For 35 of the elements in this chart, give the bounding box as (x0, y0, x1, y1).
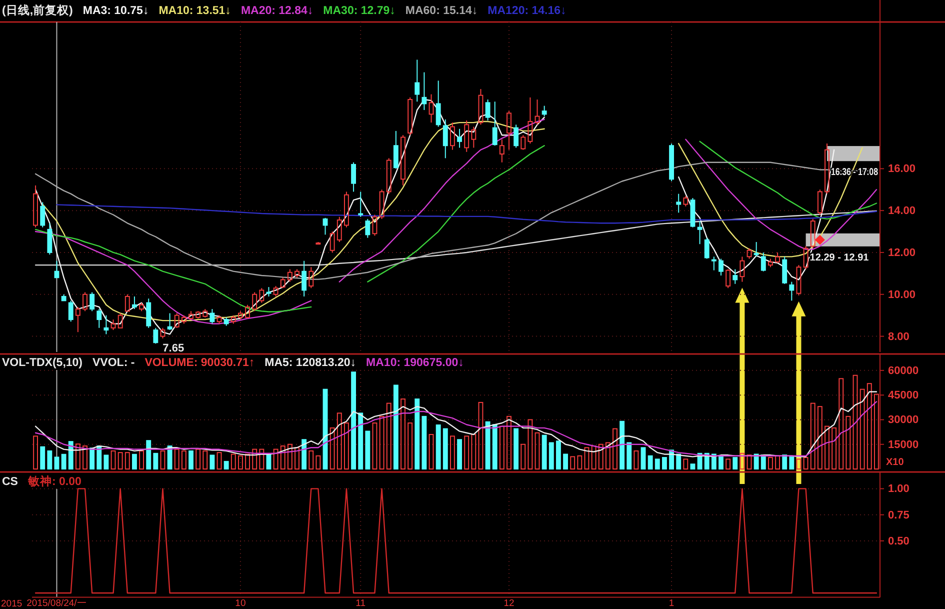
y-tick-label: 15000 (888, 438, 919, 451)
text: MA30: 12.79↓ (323, 5, 396, 17)
y-tick-label: 12.00 (888, 246, 916, 259)
y-tick-label: 10.00 (888, 288, 916, 301)
x-tick-label: 10 (235, 598, 246, 609)
y-tick-label: 0.50 (888, 535, 910, 548)
text: MA20: 12.84↓ (240, 5, 314, 17)
chart-title: CS (2, 476, 18, 488)
y-tick-label: 1.00 (888, 483, 910, 496)
text: MA5: 120813.20↓ (264, 357, 356, 369)
text: MA120: 14.16↓ (488, 5, 566, 17)
x-tick-label: 2015/08/24/一 (26, 598, 87, 609)
x-axis-title: 2015 (1, 598, 22, 609)
y-tick-label: 45000 (888, 390, 919, 402)
x-tick-label: 11 (356, 598, 366, 609)
band-label: 12.29 - 12.91 (810, 252, 870, 264)
x-tick-label: 12 (504, 598, 514, 609)
text: MA3: 10.75↓ (82, 5, 149, 17)
text: VOLUME: 90030.71↑ (144, 357, 255, 369)
y-tick-label: 0.75 (888, 509, 910, 522)
annotation: 7.65 (162, 342, 184, 355)
y-tick-label: 14.00 (888, 205, 916, 218)
y-axis-title: X10 (886, 457, 904, 468)
text: MA10: 190675.00↓ (366, 357, 464, 369)
x-tick-label: 1 (668, 598, 674, 609)
chart-title: (日线,前复权) (2, 3, 74, 17)
text: MA60: 15.14↓ (405, 5, 478, 17)
y-tick-label: 16.00 (888, 163, 916, 176)
series-label: 敏神: 0.00 (26, 474, 82, 488)
y-tick-label: 60000 (888, 364, 919, 377)
text: MA10: 13.51↓ (158, 5, 231, 17)
chart-title: VOL-TDX(5,10) (2, 357, 83, 369)
y-tick-label: 30000 (888, 414, 919, 426)
y-tick-label: 8.00 (888, 330, 910, 343)
chart-subtitle: VVOL: - (92, 357, 135, 369)
